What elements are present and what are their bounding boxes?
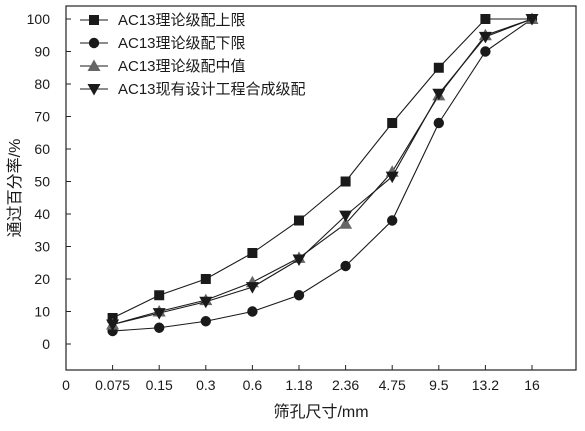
series-layer [106,12,539,337]
data-point [106,319,120,331]
y-tick-label: 100 [27,11,51,27]
plot-frame [65,5,577,371]
data-point [387,215,398,226]
data-point [293,290,305,301]
data-point [385,171,399,184]
data-point [525,14,539,26]
data-point [340,176,351,187]
series-line [112,18,533,332]
y-tick-label: 90 [34,44,50,60]
data-point [154,290,165,301]
data-point [199,296,213,309]
y-tick-label: 20 [34,271,50,287]
data-point [478,31,492,44]
legend-entry: AC13理论级配上限 [80,12,246,29]
y-tick-label: 70 [34,109,50,125]
data-point [294,215,304,226]
y-tick-label: 50 [34,174,50,190]
x-tick-label: 1.18 [285,377,312,393]
series-line [112,18,532,319]
data-point [247,306,258,317]
y-tick-label: 10 [34,304,50,320]
legend-label: AC13理论级配下限 [118,35,246,52]
series-4 [106,14,539,331]
data-point [433,62,444,73]
x-tick-label: 2.36 [332,377,359,393]
x-tick-label: 0.6 [243,377,263,393]
x-tick-label: 9.5 [429,377,449,393]
x-tick-label: 0 [62,377,70,393]
x-tick-label: 16 [524,377,540,393]
legend-marker [87,84,101,96]
data-point [433,117,444,129]
y-tick-label: 40 [34,206,50,222]
data-point [340,260,351,272]
data-point [432,88,446,101]
legend-entry: AC13现有设计工程合成级配 [80,81,306,98]
data-point [200,274,211,284]
legend-label: AC13现有设计工程合成级配 [118,81,306,98]
legend-marker [88,37,100,49]
x-tick-label: 0.3 [196,377,216,393]
legend-entry: AC13理论级配下限 [80,35,246,52]
data-point [200,316,211,327]
x-tick-label: 0.075 [95,377,130,393]
data-point [247,248,258,258]
x-tick-label: 13.2 [472,377,499,393]
x-axis-label: 筛孔尺寸/mm [273,402,368,421]
legend-entry: AC13理论级配中值 [80,58,246,75]
y-tick-label: 0 [42,336,50,352]
data-point [245,282,259,294]
y-tick-label: 80 [34,76,50,92]
data-point [480,46,491,57]
data-point [387,118,398,128]
data-point [292,254,306,266]
y-tick-label: 60 [34,141,50,157]
legend-label: AC13理论级配上限 [118,12,246,29]
x-tick-label: 0.15 [146,377,173,393]
data-point [480,14,491,24]
legend-marker [89,15,99,25]
data-point [339,217,353,229]
series-line [112,18,533,326]
y-axis-label: 通过百分率/% [6,139,24,238]
legend: AC13理论级配上限 AC13理论级配下限 AC13理论级配中值 AC13现有设计工程… [80,12,306,98]
data-point [152,308,166,320]
legend-label: AC13理论级配中值 [118,58,246,75]
x-tick-label: 4.75 [379,377,406,393]
axis-layer: 0 10 20 30 40 50 60 70 80 90 100 0 0.075 0.15 0.3 0.6 1.… [27,11,540,393]
legend-marker [87,59,101,71]
data-point [339,210,353,223]
y-tick-label: 30 [34,239,50,255]
data-point [154,322,165,333]
